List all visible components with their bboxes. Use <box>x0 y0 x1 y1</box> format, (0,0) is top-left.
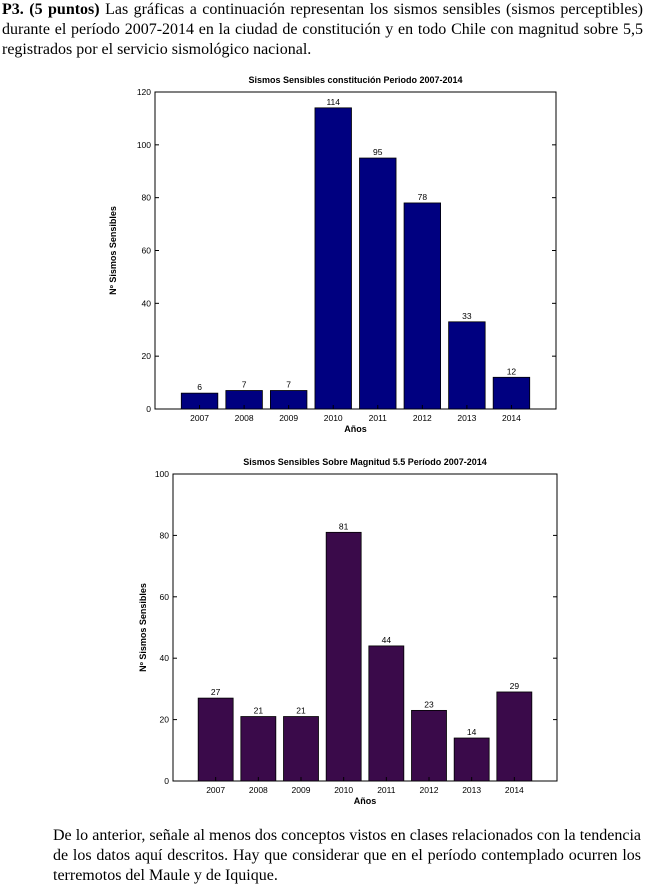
bar-2008 <box>240 716 277 782</box>
x-tick-label-2010: 2010 <box>324 413 343 423</box>
y-tick-label: 60 <box>160 592 170 602</box>
x-tick-label-2007: 2007 <box>190 413 209 423</box>
bar-2011 <box>359 157 397 410</box>
bar-2011 <box>368 645 405 782</box>
x-tick-label-2014: 2014 <box>505 785 524 795</box>
chart-constitucion: Sismos Sensibles constitución Periodo 20… <box>108 75 557 434</box>
y-tick-label: 80 <box>142 193 152 203</box>
x-axis-label: Años <box>344 424 367 434</box>
x-tick-label-2008: 2008 <box>235 413 254 423</box>
question-number: P3. (5 puntos) <box>2 1 100 18</box>
x-tick-label-2013: 2013 <box>457 413 476 423</box>
y-axis-label: Nº Sismos Sensibles <box>108 206 118 295</box>
x-tick-label-2014: 2014 <box>502 413 521 423</box>
y-axis-label: Nº Sismos Sensibles <box>138 583 148 672</box>
y-tick-label: 60 <box>142 246 152 256</box>
bar-2010 <box>325 531 362 782</box>
bar-2014 <box>496 691 533 782</box>
bar-2009 <box>283 716 319 782</box>
bar-2007 <box>197 697 234 782</box>
y-tick-label: 100 <box>155 469 169 479</box>
y-tick-label: 100 <box>137 140 151 150</box>
question-intro: Las gráficas a continuación representan … <box>2 1 643 58</box>
x-tick-label-2011: 2011 <box>377 785 396 795</box>
data-label-2009: 21 <box>296 706 306 716</box>
x-tick-label-2009: 2009 <box>292 785 311 795</box>
data-label-2009: 7 <box>286 380 291 390</box>
x-tick-label-2008: 2008 <box>249 785 268 795</box>
bar-2012 <box>403 202 442 410</box>
bar-2014 <box>492 376 531 410</box>
y-tick-label: 0 <box>164 776 169 786</box>
bar-2012 <box>411 709 447 782</box>
y-tick-label: 20 <box>142 351 152 361</box>
plot-frame <box>154 91 557 410</box>
data-label-2014: 12 <box>507 366 517 376</box>
data-label-2013: 14 <box>467 727 477 737</box>
data-label-2010: 81 <box>339 521 349 531</box>
chart-title: Sismos Sensibles Sobre Magnitud 5.5 Perí… <box>243 457 487 467</box>
question-paragraph: P3. (5 puntos) Las gráficas a continuaci… <box>2 0 643 60</box>
data-label-2008: 21 <box>254 706 264 716</box>
y-tick-label: 40 <box>142 298 152 308</box>
data-label-2012: 23 <box>424 699 434 709</box>
bar-2013 <box>453 737 490 782</box>
bar-2013 <box>448 321 486 410</box>
data-label-2012: 78 <box>418 192 428 202</box>
data-label-2010: 114 <box>326 97 340 107</box>
data-label-2011: 95 <box>373 147 383 157</box>
closing-paragraph: De lo anterior, señale al menos dos conc… <box>53 827 641 884</box>
x-tick-label-2007: 2007 <box>206 785 225 795</box>
data-label-2008: 7 <box>242 380 247 390</box>
x-tick-label-2012: 2012 <box>420 785 439 795</box>
chart-magnitud: Sismos Sensibles Sobre Magnitud 5.5 Perí… <box>138 457 558 806</box>
data-label-2013: 33 <box>462 311 472 321</box>
bar-2010 <box>314 107 352 410</box>
y-tick-label: 80 <box>160 530 170 540</box>
y-tick-label: 20 <box>160 715 170 725</box>
x-axis-label: Años <box>354 796 377 806</box>
x-tick-label-2009: 2009 <box>279 413 298 423</box>
x-tick-label-2013: 2013 <box>462 785 481 795</box>
y-tick-label: 0 <box>146 404 151 414</box>
x-tick-label-2012: 2012 <box>413 413 432 423</box>
plot-frame <box>172 473 558 782</box>
data-label-2014: 29 <box>510 681 520 691</box>
x-tick-label-2011: 2011 <box>369 413 388 423</box>
data-label-2007: 6 <box>197 382 202 392</box>
chart-title: Sismos Sensibles constitución Periodo 20… <box>248 75 462 85</box>
x-tick-label-2010: 2010 <box>334 785 353 795</box>
y-tick-label: 120 <box>137 87 151 97</box>
y-tick-label: 40 <box>160 653 170 663</box>
data-label-2007: 27 <box>211 687 221 697</box>
data-label-2011: 44 <box>382 635 392 645</box>
